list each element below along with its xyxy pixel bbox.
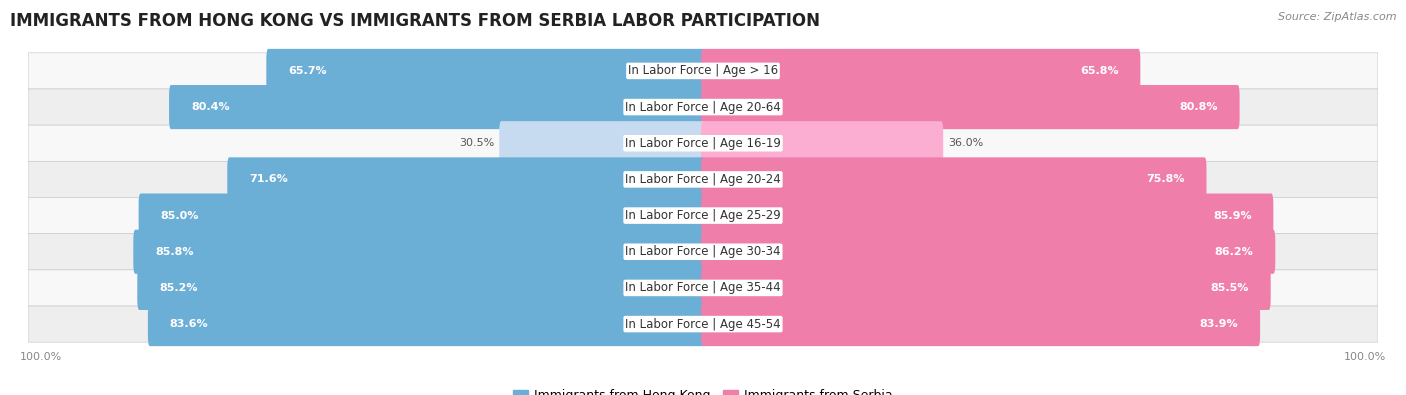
Text: 85.2%: 85.2% xyxy=(159,283,198,293)
FancyBboxPatch shape xyxy=(702,266,1271,310)
FancyBboxPatch shape xyxy=(28,198,1378,234)
FancyBboxPatch shape xyxy=(28,53,1378,89)
Text: In Labor Force | Age 35-44: In Labor Force | Age 35-44 xyxy=(626,281,780,294)
FancyBboxPatch shape xyxy=(28,234,1378,270)
FancyBboxPatch shape xyxy=(702,194,1274,238)
Text: 65.8%: 65.8% xyxy=(1080,66,1119,76)
Text: 85.0%: 85.0% xyxy=(160,211,198,220)
FancyBboxPatch shape xyxy=(28,306,1378,342)
FancyBboxPatch shape xyxy=(702,302,1260,346)
FancyBboxPatch shape xyxy=(702,85,1240,129)
FancyBboxPatch shape xyxy=(702,49,1140,93)
FancyBboxPatch shape xyxy=(134,229,704,274)
Text: 83.6%: 83.6% xyxy=(170,319,208,329)
FancyBboxPatch shape xyxy=(28,89,1378,125)
FancyBboxPatch shape xyxy=(148,302,704,346)
Text: 86.2%: 86.2% xyxy=(1215,247,1254,257)
FancyBboxPatch shape xyxy=(702,157,1206,201)
Text: In Labor Force | Age 25-29: In Labor Force | Age 25-29 xyxy=(626,209,780,222)
Text: 80.8%: 80.8% xyxy=(1180,102,1218,112)
FancyBboxPatch shape xyxy=(702,121,943,166)
Text: 30.5%: 30.5% xyxy=(460,138,495,148)
FancyBboxPatch shape xyxy=(28,161,1378,198)
Text: In Labor Force | Age 20-64: In Labor Force | Age 20-64 xyxy=(626,101,780,114)
FancyBboxPatch shape xyxy=(266,49,704,93)
FancyBboxPatch shape xyxy=(138,266,704,310)
FancyBboxPatch shape xyxy=(139,194,704,238)
FancyBboxPatch shape xyxy=(28,125,1378,161)
Text: In Labor Force | Age > 16: In Labor Force | Age > 16 xyxy=(628,64,778,77)
Text: In Labor Force | Age 16-19: In Labor Force | Age 16-19 xyxy=(626,137,780,150)
Text: In Labor Force | Age 20-24: In Labor Force | Age 20-24 xyxy=(626,173,780,186)
FancyBboxPatch shape xyxy=(169,85,704,129)
Text: 85.5%: 85.5% xyxy=(1211,283,1249,293)
Text: In Labor Force | Age 30-34: In Labor Force | Age 30-34 xyxy=(626,245,780,258)
Text: 71.6%: 71.6% xyxy=(249,175,288,184)
Text: 80.4%: 80.4% xyxy=(191,102,229,112)
Legend: Immigrants from Hong Kong, Immigrants from Serbia: Immigrants from Hong Kong, Immigrants fr… xyxy=(508,384,898,395)
Text: Source: ZipAtlas.com: Source: ZipAtlas.com xyxy=(1278,12,1396,22)
FancyBboxPatch shape xyxy=(499,121,704,166)
Text: 65.7%: 65.7% xyxy=(288,66,326,76)
FancyBboxPatch shape xyxy=(702,229,1275,274)
Text: 75.8%: 75.8% xyxy=(1146,175,1185,184)
FancyBboxPatch shape xyxy=(228,157,704,201)
Text: In Labor Force | Age 45-54: In Labor Force | Age 45-54 xyxy=(626,318,780,331)
FancyBboxPatch shape xyxy=(28,270,1378,306)
Text: 85.8%: 85.8% xyxy=(155,247,194,257)
Text: 85.9%: 85.9% xyxy=(1213,211,1251,220)
Text: 36.0%: 36.0% xyxy=(948,138,983,148)
Text: 83.9%: 83.9% xyxy=(1199,319,1239,329)
Text: IMMIGRANTS FROM HONG KONG VS IMMIGRANTS FROM SERBIA LABOR PARTICIPATION: IMMIGRANTS FROM HONG KONG VS IMMIGRANTS … xyxy=(10,12,820,30)
